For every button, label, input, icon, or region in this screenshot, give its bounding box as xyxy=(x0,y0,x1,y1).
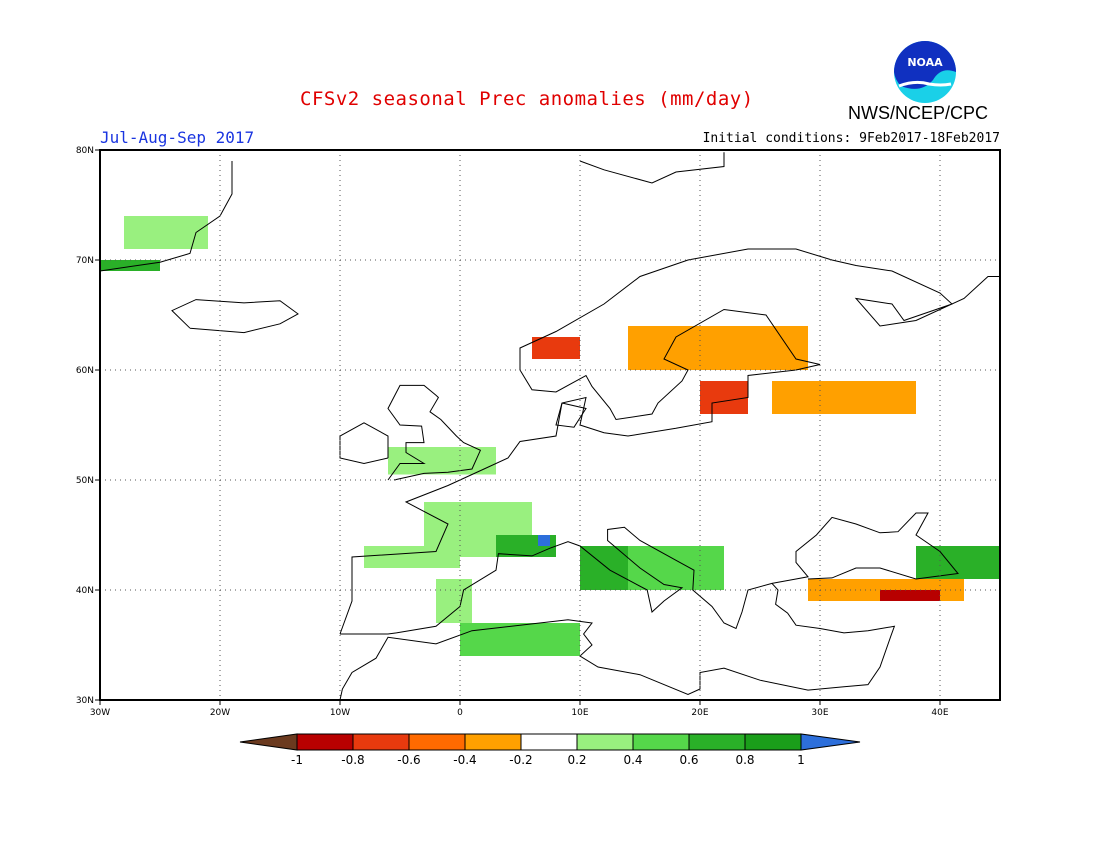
chart-title: CFSv2 seasonal Prec anomalies (mm/day) xyxy=(300,88,754,110)
anomaly-greenland-east xyxy=(124,216,208,249)
anomaly-greenland-se xyxy=(100,260,160,271)
agency-label: NWS/NCEP/CPC xyxy=(848,103,989,123)
anomaly-baltic xyxy=(700,381,748,414)
legend-arrow-high xyxy=(800,733,861,751)
legend-tick-label: 1 xyxy=(797,753,805,767)
legend-swatch xyxy=(464,733,522,751)
map-frame xyxy=(99,149,1001,701)
lon-tick-label: 40E xyxy=(931,708,948,718)
legend-tick-label: -0.8 xyxy=(341,753,364,767)
legend-tick-label: -0.2 xyxy=(509,753,532,767)
lon-tick-label: 10E xyxy=(571,708,588,718)
legend-swatch xyxy=(744,733,802,751)
legend-tick-label: 0.2 xyxy=(567,753,586,767)
lon-tick-label: 20W xyxy=(210,708,230,718)
coastline-8 xyxy=(555,402,587,428)
anomaly-alps-point xyxy=(538,535,550,546)
lat-tick-label: 60N xyxy=(76,366,94,376)
lat-tick-label: 80N xyxy=(76,146,94,156)
initial-conditions: Initial conditions: 9Feb2017-18Feb2017 xyxy=(702,131,1000,146)
coastline-3 xyxy=(387,384,482,481)
legend-swatch xyxy=(688,733,746,751)
anomaly-italy xyxy=(580,546,628,590)
legend-tick-label: -0.6 xyxy=(397,753,420,767)
lon-tick-label: 10W xyxy=(330,708,350,718)
anomaly-balkans xyxy=(628,546,724,590)
legend-tick-label: -1 xyxy=(291,753,303,767)
lon-tick-label: 30E xyxy=(811,708,828,718)
legend-swatch xyxy=(632,733,690,751)
anomaly-norway-coast xyxy=(532,337,580,359)
lat-tick-label: 70N xyxy=(76,256,94,266)
legend-swatch xyxy=(576,733,634,751)
legend-tick-label: -0.4 xyxy=(453,753,476,767)
anomaly-turkey-core xyxy=(880,590,940,601)
lat-tick-label: 50N xyxy=(76,476,94,486)
lon-tick-label: 0 xyxy=(457,708,463,718)
legend-tick-label: 0.4 xyxy=(623,753,642,767)
legend-tick-label: 0.8 xyxy=(735,753,754,767)
coastline-7 xyxy=(579,152,725,184)
lat-tick-label: 30N xyxy=(76,696,94,706)
lon-tick-label: 30W xyxy=(90,708,110,718)
anomaly-iberia-south xyxy=(436,579,472,623)
legend-arrow-low xyxy=(239,733,298,751)
noaa-logo-icon: NOAA xyxy=(894,41,956,103)
legend-swatch xyxy=(352,733,410,751)
lon-tick-label: 20E xyxy=(691,708,708,718)
coastline-0 xyxy=(339,248,1000,635)
legend-swatch xyxy=(408,733,466,751)
lat-tick-label: 40N xyxy=(76,586,94,596)
legend-swatch xyxy=(296,733,354,751)
noaa-logo-text: NOAA xyxy=(907,56,943,69)
legend-swatch xyxy=(520,733,578,751)
coastline-5 xyxy=(171,299,299,334)
anomaly-north-africa xyxy=(460,623,580,656)
legend-tick-label: 0.6 xyxy=(679,753,698,767)
coastline-1 xyxy=(340,512,959,635)
anomaly-russia-west xyxy=(772,381,916,414)
coastline-6 xyxy=(99,161,233,272)
forecast-period: Jul-Aug-Sep 2017 xyxy=(100,128,255,147)
